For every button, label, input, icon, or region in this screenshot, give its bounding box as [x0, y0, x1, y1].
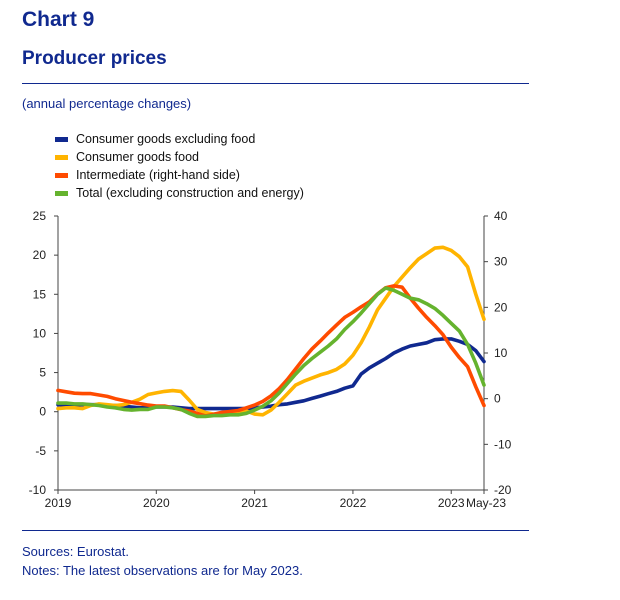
right-tick-label: 0: [494, 392, 501, 406]
legend-label: Intermediate (right-hand side): [76, 168, 240, 182]
left-tick-label: 10: [33, 326, 47, 340]
series-line-3: [56, 286, 486, 419]
legend-swatch: [55, 172, 68, 178]
legend-item: Consumer goods excluding food: [55, 130, 304, 148]
chart-series: [56, 245, 486, 419]
legend-item: Intermediate (right-hand side): [55, 166, 304, 184]
chart-legend: Consumer goods excluding food Consumer g…: [55, 130, 304, 202]
legend-label: Consumer goods food: [76, 150, 199, 164]
left-tick-label: 5: [39, 366, 46, 380]
right-tick-label: -10: [494, 437, 512, 451]
right-tick-label: -20: [494, 483, 512, 497]
left-tick-label: 0: [39, 405, 46, 419]
left-tick-label: -10: [29, 483, 47, 497]
x-tick-label: 2019: [45, 496, 72, 510]
left-tick-label: 20: [33, 248, 47, 262]
legend-item: Consumer goods food: [55, 148, 304, 166]
left-tick-label: 15: [33, 287, 47, 301]
page-title: Producer prices: [22, 48, 167, 69]
chart-subtitle: (annual percentage changes): [22, 96, 192, 111]
chart-number: Chart 9: [22, 8, 95, 31]
right-tick-label: 10: [494, 346, 508, 360]
footer-divider: [22, 530, 529, 531]
series-line-1: [56, 245, 486, 417]
series-line-0: [56, 337, 486, 411]
x-tick-label: 2020: [143, 496, 170, 510]
left-tick-label: -5: [35, 444, 46, 458]
right-tick-label: 40: [494, 209, 508, 223]
legend-label: Total (excluding construction and energy…: [76, 186, 304, 200]
legend-swatch: [55, 154, 68, 160]
title-divider: [22, 83, 529, 84]
chart-axes: 25 20 15 10 5 0 -5 -10 40 30 20 10 0 -10 -20 2019 2020 20…: [29, 209, 512, 510]
legend-swatch: [55, 136, 68, 142]
legend-swatch: [55, 190, 68, 196]
sources-note: Sources: Eurostat.: [22, 544, 129, 559]
series-line-2: [56, 284, 486, 418]
x-tick-label: 2022: [340, 496, 367, 510]
x-tick-label: 2021: [241, 496, 268, 510]
legend-label: Consumer goods excluding food: [76, 132, 256, 146]
notes-text: Notes: The latest observations are for M…: [22, 563, 303, 578]
left-tick-label: 25: [33, 209, 47, 223]
x-tick-label: 2023: [438, 496, 465, 510]
legend-item: Total (excluding construction and energy…: [55, 184, 304, 202]
right-tick-label: 30: [494, 255, 508, 269]
x-tick-label: May-23: [466, 496, 506, 510]
right-tick-label: 20: [494, 300, 508, 314]
